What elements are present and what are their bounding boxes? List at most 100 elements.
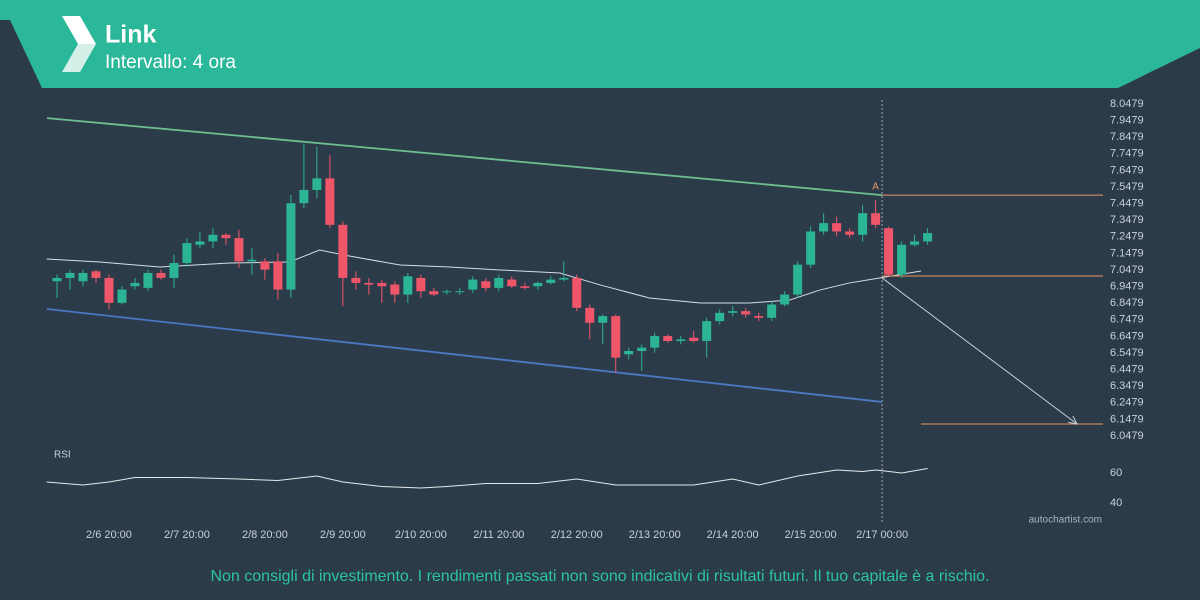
candle-body <box>637 347 647 351</box>
candle-body <box>468 279 478 290</box>
candle-body <box>598 316 608 323</box>
candle-body <box>819 223 829 232</box>
y-tick-label: 6.6479 <box>1110 330 1144 342</box>
y-tick-label: 7.5479 <box>1110 181 1144 193</box>
forecast-arrow <box>881 277 1078 425</box>
y-tick-label: 7.6479 <box>1110 164 1144 176</box>
candle-body <box>572 277 582 308</box>
candle-body <box>754 316 764 318</box>
candle-body <box>364 282 374 285</box>
candle-body <box>728 311 738 313</box>
title: Link <box>105 21 156 49</box>
y-tick-label: 7.1479 <box>1110 247 1144 259</box>
subtitle: Intervallo: 4 ora <box>105 52 236 73</box>
pattern-label: A <box>872 181 879 192</box>
y-tick-label: 6.1479 <box>1110 413 1144 425</box>
logo <box>62 16 96 72</box>
candle-body <box>429 291 439 295</box>
candle-body <box>104 277 114 303</box>
candle-body <box>325 178 335 225</box>
y-tick-label: 6.0479 <box>1110 430 1144 442</box>
x-tick-label: 2/14 20:00 <box>707 529 759 541</box>
rsi-label: RSI <box>54 450 71 461</box>
candle-body <box>780 294 790 305</box>
candle-body <box>234 238 244 262</box>
candle-body <box>702 321 712 342</box>
candle-body <box>130 282 140 287</box>
y-tick-label: 7.2479 <box>1110 231 1144 243</box>
candle-body <box>299 189 309 204</box>
candle-body <box>169 263 179 278</box>
candle-body <box>806 231 816 265</box>
candle-body <box>884 228 894 275</box>
candle-body <box>858 213 868 235</box>
x-tick-label: 2/17 00:00 <box>856 529 908 541</box>
candle-body <box>689 337 699 342</box>
plot: 8.0479 7.9479 7.8479 7.7479 7.6479 7.5479 7.44… <box>46 98 1144 541</box>
overlay-line <box>46 308 883 403</box>
candle-body <box>546 279 556 283</box>
candle-body <box>273 261 283 290</box>
candle-body <box>871 213 881 225</box>
y-tick-label: 6.8479 <box>1110 297 1144 309</box>
candle-body <box>312 178 322 190</box>
y-tick-label: 6.9479 <box>1110 281 1144 293</box>
candle-body <box>832 223 842 232</box>
candle-body <box>611 316 621 358</box>
y-tick-label: 6.3479 <box>1110 380 1144 392</box>
candle-body <box>195 241 205 245</box>
candle-body <box>442 291 452 293</box>
candle-body <box>650 336 660 348</box>
candle-body <box>741 311 751 315</box>
candle-body <box>481 281 491 288</box>
y-tick-label: 7.8479 <box>1110 131 1144 143</box>
candle-body <box>624 350 634 355</box>
candle-body <box>117 289 127 303</box>
candle-body <box>208 234 218 242</box>
y-tick-label: 6.2479 <box>1110 397 1144 409</box>
candle-body <box>390 284 400 295</box>
candle-body <box>260 261 270 270</box>
candle-body <box>585 307 595 323</box>
candle-body <box>845 231 855 235</box>
candle-body <box>286 203 296 290</box>
candle-body <box>52 277 62 282</box>
y-tick-label: 6.7479 <box>1110 314 1144 326</box>
x-tick-label: 2/11 20:00 <box>473 529 524 541</box>
candle-body <box>533 282 543 287</box>
candle-body <box>351 277 361 283</box>
candle-body <box>221 234 231 239</box>
x-tick-label: 2/6 20:00 <box>86 529 132 541</box>
disclaimer: Non consigli di investimento. I rendimen… <box>210 568 989 585</box>
logo-shape <box>62 44 96 72</box>
candle-body <box>520 286 530 288</box>
y-tick-label: 8.0479 <box>1110 98 1144 110</box>
candle-body <box>663 336 673 342</box>
overlay-line <box>46 249 922 304</box>
candle-body <box>910 241 920 245</box>
candle-body <box>494 277 504 288</box>
candle-body <box>897 244 907 275</box>
x-tick-label: 2/10 20:00 <box>395 529 447 541</box>
candle-body <box>793 264 803 295</box>
candle-body <box>182 243 192 264</box>
candle-body <box>247 259 257 262</box>
candle-body <box>455 291 465 293</box>
x-tick-label: 2/7 20:00 <box>164 529 210 541</box>
candle-body <box>715 312 725 322</box>
watermark: autochartist.com <box>1029 515 1102 526</box>
y-tick-label: 6.4479 <box>1110 364 1144 376</box>
x-tick-label: 2/8 20:00 <box>242 529 288 541</box>
rsi-tick-label: 60 <box>1110 467 1122 479</box>
y-tick-label: 7.9479 <box>1110 115 1144 127</box>
arrow-head <box>1068 415 1078 425</box>
rsi-tick-label: 40 <box>1110 497 1122 509</box>
candle-body <box>338 224 348 278</box>
x-tick-label: 2/15 20:00 <box>785 529 837 541</box>
rsi-line <box>46 468 928 489</box>
candle-body <box>403 276 413 295</box>
candle-body <box>676 339 686 342</box>
y-tick-label: 7.7479 <box>1110 148 1144 160</box>
candle-body <box>767 304 777 318</box>
